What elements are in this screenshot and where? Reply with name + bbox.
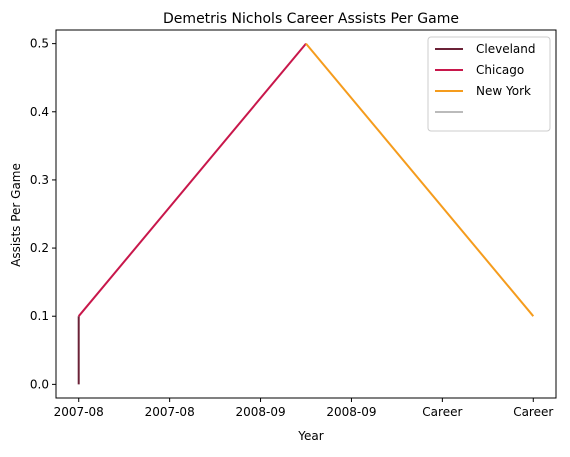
x-tick-label: 2008-09 <box>326 405 376 419</box>
x-tick-label: Career <box>422 405 462 419</box>
y-axis-label: Assists Per Game <box>9 163 23 267</box>
y-tick-label: 0.1 <box>30 309 49 323</box>
legend: Cleveland Chicago New York <box>427 36 551 132</box>
y-tick-label: 0.4 <box>30 105 49 119</box>
plot-area: 0.0 0.1 0.2 0.3 0.4 0.5 2007-08 2007-08 2008-09 2… <box>30 29 557 419</box>
series-line-new-york <box>305 42 535 317</box>
x-tick-label: Career <box>513 405 553 419</box>
chart-title: Demetris Nichols Career Assists Per Game <box>163 11 459 27</box>
x-axis-label: Year <box>297 429 323 443</box>
y-tick-label: 0.0 <box>30 377 49 391</box>
x-tick-label: 2007-08 <box>54 405 104 419</box>
legend-label: Chicago <box>476 63 524 77</box>
x-tick-label: 2007-08 <box>145 405 195 419</box>
axes-frame <box>55 29 557 399</box>
legend-label: Cleveland <box>476 42 536 56</box>
y-tick-label: 0.3 <box>30 173 49 187</box>
y-tick-label: 0.5 <box>30 37 49 51</box>
legend-box <box>427 36 551 132</box>
x-tick-label: 2008-09 <box>235 405 285 419</box>
series-line-chicago <box>77 42 307 317</box>
legend-label: New York <box>476 84 531 98</box>
y-tick-label: 0.2 <box>30 241 49 255</box>
